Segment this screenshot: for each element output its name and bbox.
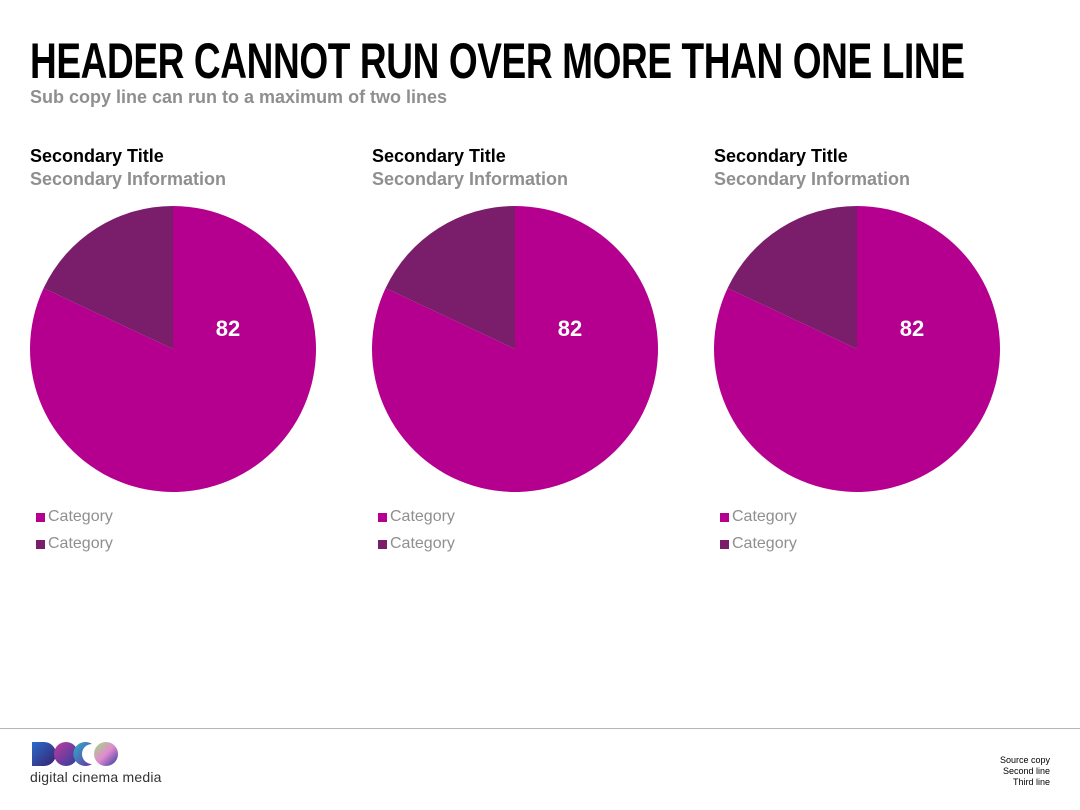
pie-chart: 82 (372, 206, 658, 492)
legend-label: Category (48, 535, 113, 552)
data-label: 82 (558, 316, 582, 341)
source-line: Third line (1012, 777, 1050, 787)
legend-swatch (378, 540, 387, 549)
chart-panel-3: Secondary Title Secondary Information 82… (714, 146, 1044, 566)
legend-label: Category (390, 508, 455, 525)
pie-chart: 82 (714, 206, 1000, 492)
dcm-logo-icon (32, 742, 118, 766)
pie-slice (727, 206, 857, 349)
page-title: HEADER CANNOT RUN OVER MORE THAN ONE LIN… (30, 33, 965, 89)
data-label: 82 (900, 316, 924, 341)
legend-swatch (720, 513, 729, 522)
legend-swatch (720, 540, 729, 549)
chart-subtitle: Secondary Information (30, 169, 227, 189)
legend-swatch (36, 513, 45, 522)
legend-label: Category (732, 535, 797, 552)
source-line: Source copy (999, 755, 1050, 765)
legend-label: Category (390, 535, 455, 552)
pie-chart: 82 (30, 206, 316, 492)
chart-panel-1: Secondary Title Secondary Information 82… (30, 146, 360, 566)
legend-swatch (378, 513, 387, 522)
source-line: Second line (1002, 766, 1050, 776)
chart-subtitle: Secondary Information (372, 169, 569, 189)
pie-slice (385, 206, 515, 349)
legend-label: Category (732, 508, 797, 525)
legend-swatch (36, 540, 45, 549)
page-subtitle: Sub copy line can run to a maximum of tw… (30, 87, 448, 107)
chart-panel-2: Secondary Title Secondary Information 82… (372, 146, 702, 566)
chart-title: Secondary Title (714, 146, 848, 166)
chart-title: Secondary Title (372, 146, 506, 166)
data-label: 82 (216, 316, 240, 341)
pie-slice (30, 206, 316, 492)
pie-slice (43, 206, 173, 349)
legend-label: Category (48, 508, 113, 525)
logo-wordmark: digital cinema media (30, 769, 162, 785)
footer-divider (0, 728, 1080, 729)
source-notes: Source copy Second line Third line (1000, 755, 1050, 788)
chart-title: Secondary Title (30, 146, 164, 166)
chart-subtitle: Secondary Information (714, 169, 911, 189)
